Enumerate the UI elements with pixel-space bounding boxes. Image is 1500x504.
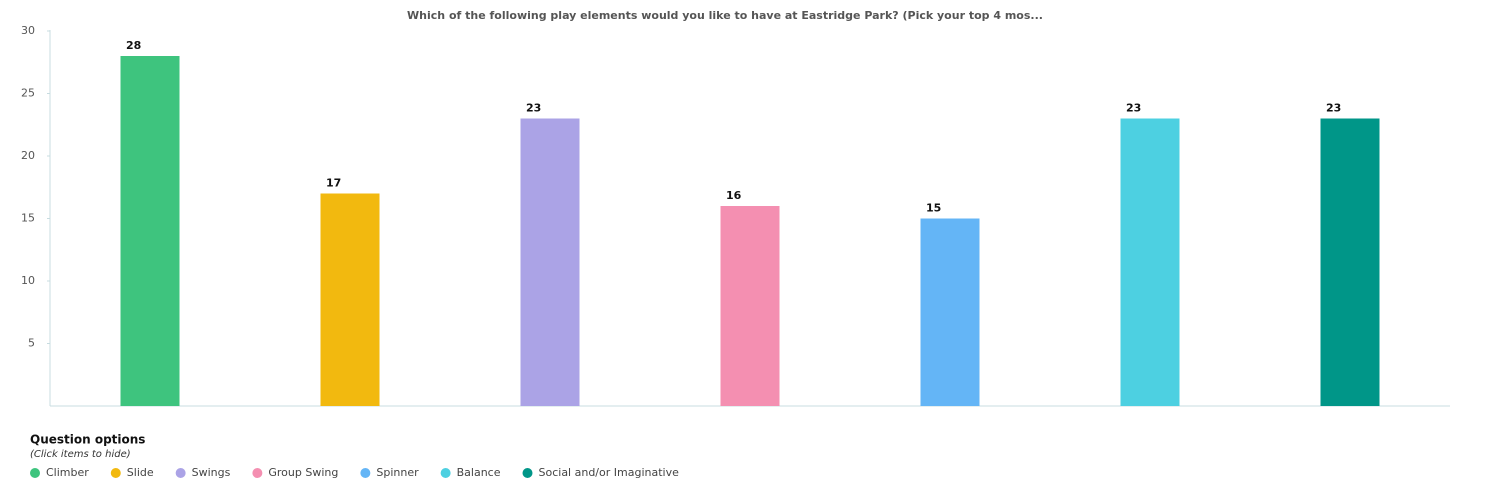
legend-swatch <box>110 468 121 478</box>
legend-label: Group Swing <box>268 466 338 479</box>
legend-swatch <box>175 468 186 478</box>
legend-swatch <box>252 468 263 478</box>
legend-swatch <box>30 468 40 478</box>
y-tick-label: 15 <box>21 212 35 225</box>
legend-swatch <box>360 468 371 478</box>
legend-label: Slide <box>127 466 154 479</box>
y-tick-label: 10 <box>21 274 35 287</box>
bar <box>120 56 180 406</box>
bar <box>920 218 980 406</box>
data-label: 17 <box>326 177 341 190</box>
bar <box>1320 118 1380 406</box>
legend-item[interactable]: Spinner <box>360 466 419 479</box>
legend-swatch <box>522 468 533 478</box>
legend-label: Spinner <box>376 466 419 479</box>
legend-hint: (Click items to hide) <box>30 449 131 460</box>
legend-item[interactable]: Group Swing <box>252 466 338 479</box>
bar <box>520 118 580 406</box>
legend-item[interactable]: Climber <box>30 466 89 479</box>
bar <box>320 193 380 406</box>
data-label: 16 <box>726 189 742 202</box>
legend-label: Social and/or Imaginative <box>539 466 680 479</box>
legend-item[interactable]: Swings <box>175 466 231 479</box>
y-tick-label: 20 <box>21 149 35 162</box>
data-label: 23 <box>1326 102 1341 115</box>
data-label: 15 <box>926 202 941 215</box>
data-label: 28 <box>126 39 141 52</box>
y-tick-label: 5 <box>28 337 35 350</box>
legend-label: Climber <box>46 466 89 479</box>
legend-item[interactable]: Social and/or Imaginative <box>522 466 680 479</box>
y-tick-label: 30 <box>21 24 35 37</box>
legend-swatch <box>440 468 451 478</box>
legend-title: Question options <box>30 433 145 447</box>
chart-title: Which of the following play elements wou… <box>407 9 1043 22</box>
legend-item[interactable]: Slide <box>110 466 154 479</box>
data-label: 23 <box>1126 102 1141 115</box>
bar <box>720 206 780 406</box>
bar <box>1120 118 1180 406</box>
legend-label: Balance <box>457 466 501 479</box>
y-tick-label: 25 <box>21 87 35 100</box>
legend-label: Swings <box>192 466 231 479</box>
data-label: 23 <box>526 102 541 115</box>
legend-item[interactable]: Balance <box>440 466 501 479</box>
